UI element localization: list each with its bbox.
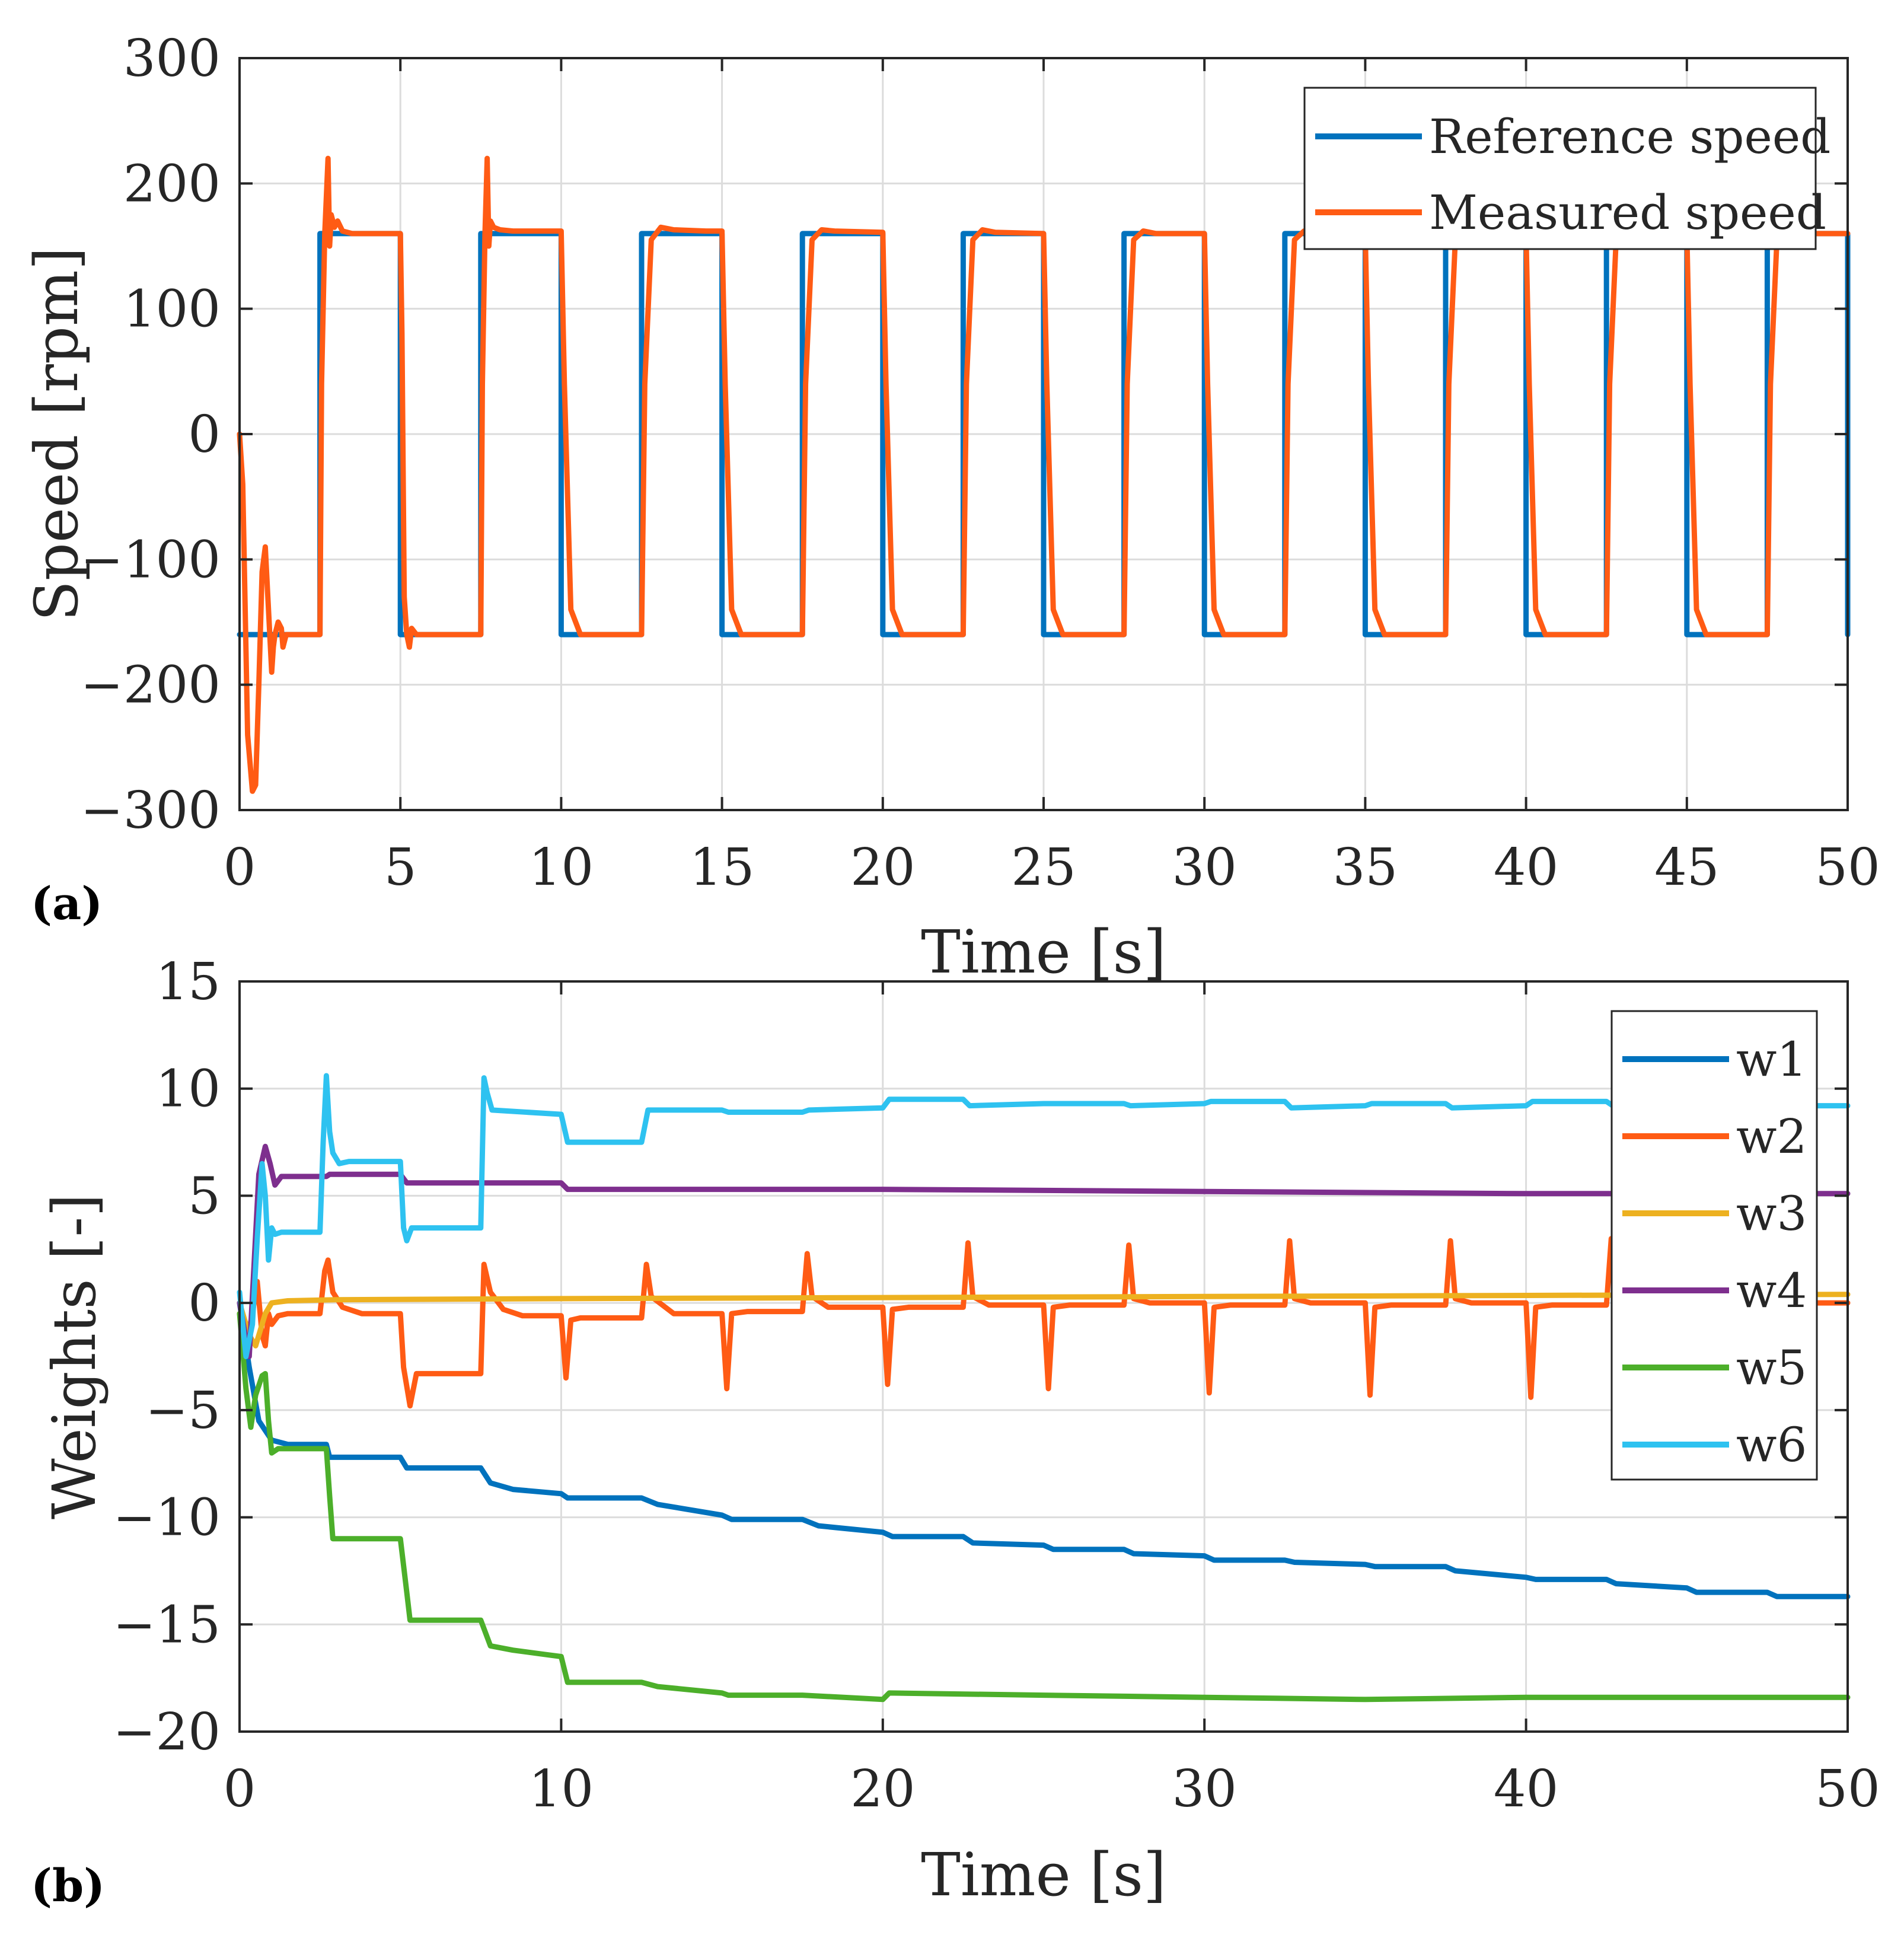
x-tick-label: 15: [690, 838, 754, 897]
y-tick-label: 0: [188, 405, 221, 464]
series-line-w6: [237, 1073, 1851, 1359]
legend-label: w2: [1736, 1109, 1807, 1164]
y-tick-label: −200: [81, 656, 221, 715]
tick-marks: [238, 980, 1849, 1733]
x-tick-labels: 0 5 10 15 20 25 30 35 40 45 50: [224, 838, 1880, 897]
y-tick-label: 10: [156, 1060, 221, 1119]
y-tick-label: −20: [113, 1703, 221, 1762]
y-tick-label: 300: [123, 29, 221, 88]
x-tick-label: 5: [384, 838, 417, 897]
x-tick-label: 50: [1815, 1759, 1880, 1819]
y-tick-label: 15: [156, 952, 221, 1012]
legend-label: w4: [1736, 1263, 1807, 1318]
x-tick-label: 40: [1494, 1759, 1558, 1819]
legend: w1 w2 w3 w4 w5 w6: [1610, 1010, 1818, 1481]
x-tick-label: 20: [850, 838, 915, 897]
legend-label: w1: [1736, 1032, 1807, 1087]
y-tick-label: 100: [123, 280, 221, 339]
x-tick-label: 0: [224, 1759, 256, 1819]
weights-chart: 0 10 20 30 40 50 −20 −15 −10 −5 0 5 10 15 Time [s] W…: [31, 952, 1880, 1912]
legend: Reference speed Measured speed: [1303, 87, 1830, 250]
legend-label: Reference speed: [1429, 109, 1830, 164]
y-tick-label: 5: [188, 1166, 221, 1226]
legend-label: w5: [1736, 1340, 1807, 1395]
legend-label: Measured speed: [1429, 185, 1826, 240]
x-tick-label: 10: [529, 838, 594, 897]
x-tick-labels: 0 10 20 30 40 50: [224, 1759, 1880, 1819]
tick-marks: [238, 57, 1849, 811]
x-axis-label: Time [s]: [921, 917, 1166, 987]
x-tick-label: 25: [1011, 838, 1076, 897]
legend-box: [1610, 1010, 1818, 1481]
panel-label: (b): [31, 1859, 105, 1912]
y-axis-label: Speed [rpm]: [22, 247, 91, 621]
x-tick-label: 30: [1172, 838, 1236, 897]
series-line-w1: [237, 1300, 1851, 1599]
x-tick-label: 0: [224, 838, 256, 897]
x-axis-label: Time [s]: [921, 1840, 1166, 1910]
series-line-w3: [237, 1292, 1851, 1349]
series-line-w2: [237, 1236, 1851, 1409]
x-tick-label: 10: [529, 1759, 594, 1819]
x-tick-label: 20: [850, 1759, 915, 1819]
series-line-w4: [237, 1143, 1851, 1359]
y-tick-label: −300: [81, 781, 221, 840]
x-tick-label: 45: [1654, 838, 1719, 897]
y-tick-label: 200: [123, 154, 221, 213]
y-tick-label: −15: [113, 1595, 221, 1655]
legend-box: [1303, 87, 1817, 250]
y-tick-labels: −20 −15 −10 −5 0 5 10 15: [113, 952, 221, 1762]
y-tick-label: −5: [145, 1381, 221, 1440]
y-axis-label: Weights [-]: [40, 1194, 109, 1519]
series-line-w5: [237, 1311, 1851, 1703]
axes-frame: [238, 980, 1849, 1733]
y-tick-labels: −300 −200 −100 0 100 200 300: [81, 29, 221, 840]
x-tick-label: 30: [1172, 1759, 1236, 1819]
legend-label: w3: [1736, 1186, 1807, 1241]
panel-label: (a): [31, 877, 103, 930]
speed-chart: 0 5 10 15 20 25 30 35 40 45 50 −300 −200 −100 0 100 200…: [22, 29, 1880, 987]
x-tick-label: 35: [1333, 838, 1398, 897]
y-tick-label: −100: [81, 530, 221, 589]
legend-label: w6: [1736, 1417, 1807, 1472]
y-tick-label: 0: [188, 1274, 221, 1333]
plot-area: [237, 1073, 1851, 1703]
x-tick-label: 40: [1494, 838, 1558, 897]
x-tick-label: 50: [1815, 838, 1880, 897]
y-tick-label: −10: [113, 1488, 221, 1548]
